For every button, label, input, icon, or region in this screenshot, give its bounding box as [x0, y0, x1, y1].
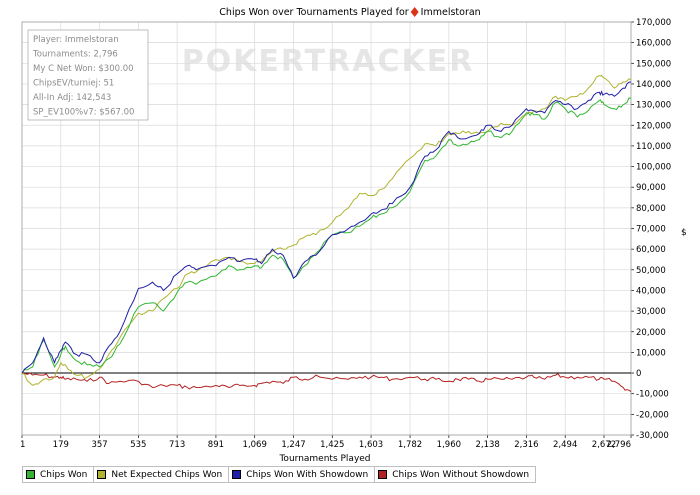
info-box: Player: Immelstoran Tournaments: 2,796 My …: [27, 29, 149, 121]
legend-item: Chips Won Without Showdown: [374, 466, 537, 483]
x-tick-label: 2,796: [607, 440, 631, 450]
y-tick-label: 70,000: [636, 225, 666, 235]
legend-label: Chips Won Without Showdown: [392, 469, 530, 480]
legend-swatch: [97, 470, 107, 479]
chart-title-player: Immelstoran: [421, 7, 481, 18]
legend-item: Chips Won: [22, 466, 95, 483]
info-allin-adj: All-In Adj: 142,543: [33, 93, 111, 103]
y-tick-label: 30,000: [636, 307, 666, 317]
info-chips-ev: ChipsEV/turniej: 51: [33, 79, 114, 89]
watermark: POKERTRACKER: [182, 44, 475, 79]
info-box-frame: [27, 29, 149, 121]
legend-label: Chips Won With Showdown: [246, 469, 369, 480]
x-tick-label: 891: [208, 440, 224, 450]
legend-label: Chips Won: [40, 469, 88, 480]
suit-shape: [410, 7, 419, 17]
x-tick-label: 2,494: [553, 440, 577, 450]
y-tick-label: 90,000: [636, 183, 666, 193]
x-tick-label: 1,247: [281, 440, 305, 450]
x-tick-label: 2,316: [514, 440, 538, 450]
legend-item: Net Expected Chips Won: [93, 466, 230, 483]
y-tick-label: -10,000: [636, 390, 669, 400]
x-tick-label: 1,069: [243, 440, 267, 450]
y-tick-label: -30,000: [636, 431, 669, 441]
info-player: Player: Immelstoran: [33, 35, 119, 45]
y-tick-label: 110,000: [636, 142, 671, 152]
x-tick-label: 2,138: [475, 440, 499, 450]
x-tick-label: 713: [169, 440, 185, 450]
series-line: [21, 81, 632, 374]
y-tick-label: 150,000: [636, 59, 671, 69]
legend-swatch: [232, 470, 242, 479]
x-tick-label: 535: [130, 440, 146, 450]
y-tick-label: 0: [636, 369, 641, 379]
legend-swatch: [378, 470, 388, 479]
info-tournaments: Tournaments: 2,796: [32, 50, 118, 60]
legend-swatch: [26, 470, 35, 479]
info-net-won: My C Net Won: $300.00: [33, 64, 134, 74]
x-tick-label: 179: [53, 440, 69, 450]
legend-item: Chips Won With Showdown: [228, 466, 376, 483]
series-line: [21, 372, 632, 393]
y-tick-label: 130,000: [636, 101, 671, 111]
suit-icon: [410, 7, 419, 17]
y-tick-label: 140,000: [636, 80, 671, 90]
y-tick-label: 80,000: [636, 204, 666, 214]
y-tick-label: -20,000: [636, 410, 669, 420]
series-line: [21, 74, 632, 387]
legend: Chips Won Net Expected Chips Won Chips Won…: [22, 466, 537, 483]
x-tick-label: 1: [20, 440, 25, 450]
x-axis-label: Tournaments Played: [278, 454, 370, 464]
x-tick-label: 1,603: [359, 440, 383, 450]
y-tick-label: 120,000: [636, 121, 671, 131]
chart-title: Chips Won over Tournaments Played for: [219, 7, 408, 18]
y-tick-label: 170,000: [636, 18, 671, 28]
info-sp-ev: SP_EV100%v7: $567.00: [33, 108, 134, 118]
y-unit-label: $: [681, 228, 687, 238]
y-tick-label: 10,000: [636, 348, 666, 358]
x-tick-label: 357: [91, 440, 107, 450]
plot-frame: [21, 21, 632, 436]
y-tick-label: 160,000: [636, 39, 671, 49]
y-tick-label: 20,000: [636, 328, 666, 338]
x-tick-label: 1,782: [398, 440, 422, 450]
y-tick-label: 40,000: [636, 286, 666, 296]
y-tick-label: 50,000: [636, 266, 666, 276]
x-tick-label: 1,960: [437, 440, 461, 450]
legend-label: Net Expected Chips Won: [111, 469, 223, 480]
x-tick-label: 1,425: [320, 440, 344, 450]
x-tick-label: 2,672: [592, 440, 616, 450]
y-tick-label: 60,000: [636, 245, 666, 255]
y-tick-label: 100,000: [636, 163, 671, 173]
chart-title-text: Chips Won over Tournaments Played for: [219, 7, 408, 18]
